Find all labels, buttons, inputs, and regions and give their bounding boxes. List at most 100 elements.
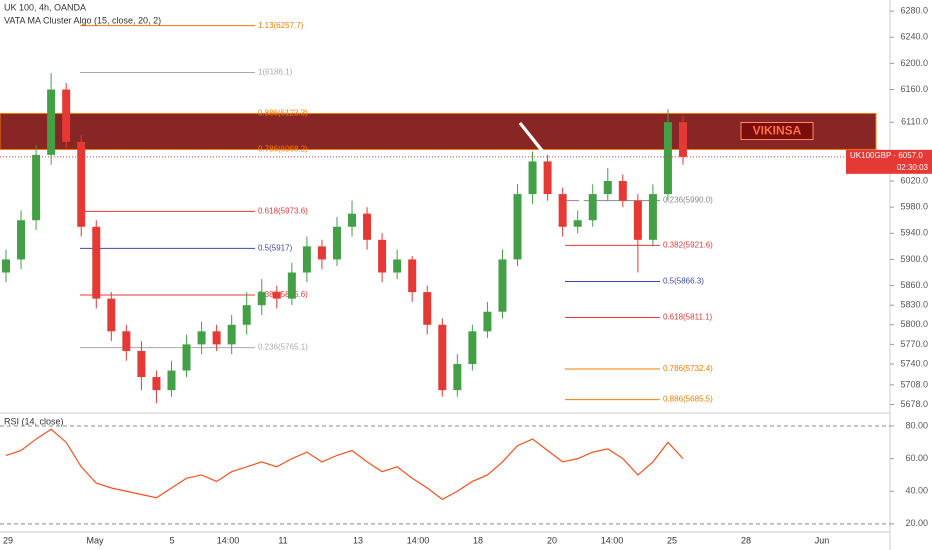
candle-body (558, 194, 567, 227)
candle-body (62, 89, 71, 142)
fib-label: 0.236(5765.1) (258, 343, 308, 352)
drawn-arrow-line (518, 122, 614, 241)
time-label: 29 (3, 535, 13, 545)
candle-body (348, 213, 357, 227)
candles (2, 73, 687, 404)
price-tick-label: 5860.0 (900, 280, 928, 290)
candle-body (272, 292, 281, 299)
price-tag (846, 149, 932, 174)
fib-label: 0.618(5811.1) (663, 313, 713, 322)
time-label: 5 (169, 535, 174, 545)
candle-body (528, 161, 537, 195)
time-label: 14:00 (217, 535, 240, 545)
candle-body (47, 89, 56, 155)
fib-label: 0.618(5973.6) (258, 206, 308, 215)
rsi-tick-label: 40.00 (905, 486, 928, 496)
candle-body (242, 305, 251, 325)
candle-body (302, 246, 311, 273)
price-tick-label: 6200.0 (900, 58, 928, 68)
candle-body (363, 213, 372, 240)
candle-body (603, 181, 612, 195)
fib-label: 1.13(6257.7) (258, 21, 304, 30)
fib-label: 0.382(5845.6) (258, 290, 308, 299)
candle-body (137, 350, 146, 378)
price-axis: 6280.0 6240.0 6200.0 6160.0 6110.0 6020.0 5980… (890, 5, 928, 528)
candle-body (317, 246, 326, 260)
indicator-label: VATA MA Cluster Algo (15, close, 20, 2) (4, 15, 161, 25)
price-tick-label: 5800.0 (900, 319, 928, 329)
candle-body (257, 292, 266, 306)
candle-body (618, 181, 627, 201)
candle-body (633, 200, 642, 240)
rsi-tick-label: 60.00 (905, 453, 928, 463)
candle-body (393, 259, 402, 273)
price-tick-label: 6240.0 (900, 32, 928, 42)
candle-body (152, 377, 161, 391)
candle-body (107, 298, 116, 332)
candle-body (648, 194, 657, 240)
candle-body (423, 292, 432, 325)
fib-label: 0.786(5732.4) (663, 364, 713, 373)
candle-body (122, 331, 131, 351)
time-label: 25 (667, 535, 677, 545)
price-tick-label: 5980.0 (900, 202, 928, 212)
candle-body (543, 161, 552, 195)
price-tick-label: 6280.0 (900, 5, 928, 15)
time-label: 28 (741, 535, 751, 545)
candle-body (513, 194, 522, 260)
candle-body (468, 331, 477, 364)
time-label: 13 (353, 535, 363, 545)
rsi-line (5, 428, 684, 501)
candle-body (92, 226, 101, 299)
price-tick-label: 5900.0 (900, 254, 928, 264)
rsi-tick-label: 20.00 (905, 518, 928, 528)
time-label: 18 (473, 535, 483, 545)
time-label: Jun (815, 535, 830, 545)
fib-label: 0.5(5866.3) (663, 277, 704, 286)
price-tick-label: 5830.0 (900, 300, 928, 310)
chart-title: UK 100, 4h, OANDA (4, 2, 86, 12)
price-tick-label: 6160.0 (900, 84, 928, 94)
price-tick-label: 6110.0 (901, 117, 928, 127)
candle-body (32, 154, 41, 221)
candle-body (182, 344, 191, 371)
candle-body (287, 272, 296, 299)
candle-body (227, 324, 236, 345)
countdown: 02:30:03 (897, 163, 929, 172)
candle-body (197, 331, 206, 345)
watermark-box (740, 122, 814, 141)
candle-body (2, 259, 10, 273)
candle-body (438, 324, 447, 391)
candle-body (573, 220, 582, 227)
fib-label: 1(6186.1) (258, 68, 293, 77)
fib-label: 0.886(6123.3) (258, 109, 308, 118)
price-tag-label: UK100GBP · 6057.0 (850, 151, 923, 160)
rsi-tick-label: 80.00 (905, 420, 928, 430)
candle-body (378, 239, 387, 273)
rsi-label: RSI (14, close) (4, 416, 64, 426)
candle-body (17, 220, 26, 260)
price-pane: VIKINSA 1.13(6257.7) 1(6186.1) 0.886(6123.3… (0, 21, 877, 404)
price-tick-label: 5770.0 (900, 339, 928, 349)
fib-label: 0.236(5990.0) (663, 196, 713, 205)
time-label: 14:00 (407, 535, 430, 545)
time-label: 11 (278, 535, 287, 545)
watermark: VIKINSA (753, 124, 802, 138)
price-tick-label: 6020.0 (900, 175, 928, 185)
fib-label: 0.382(5921.6) (663, 240, 713, 249)
candle-body (332, 226, 341, 260)
candle-body (663, 122, 672, 195)
fib-label: 0.5(5917) (258, 243, 293, 252)
fib-label: 0.786(6068.2) (258, 145, 308, 154)
time-label: May (86, 535, 104, 545)
candle-body (588, 194, 597, 221)
time-label: 14:00 (601, 535, 624, 545)
candle-body (77, 141, 86, 227)
candle-body (498, 259, 507, 312)
candle-body (167, 370, 176, 391)
fib-label: 0.886(5685.5) (663, 395, 713, 404)
price-tick-label: 5740.0 (900, 358, 928, 368)
candle-body (212, 331, 221, 345)
